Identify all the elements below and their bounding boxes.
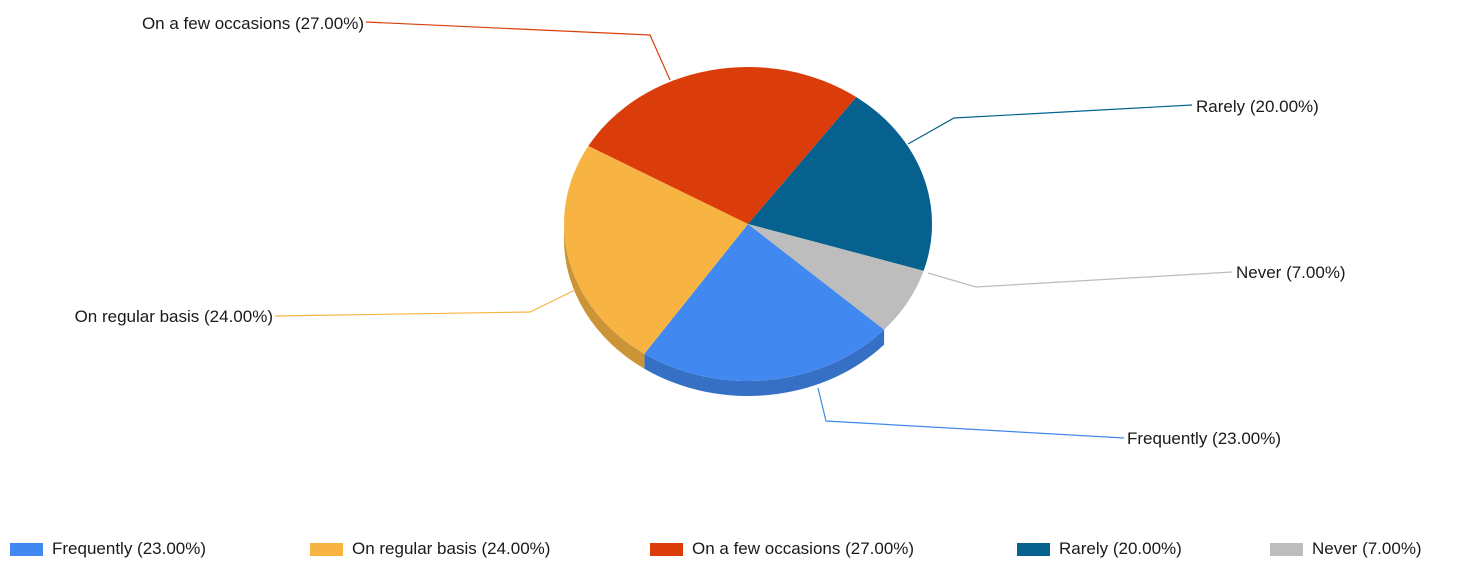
- legend-item-on-a-few-occasions: On a few occasions (27.00%): [650, 536, 914, 562]
- slice-label-frequently: Frequently (23.00%): [1127, 429, 1281, 448]
- legend-swatch: [1017, 542, 1050, 556]
- pie-slice-rarely: [748, 97, 933, 271]
- legend-item-frequently: Frequently (23.00%): [10, 536, 206, 562]
- pie-depth: [564, 224, 885, 397]
- pie-slice-never: [748, 224, 924, 330]
- pie-depth-frequently: [644, 329, 885, 397]
- legend-swatch: [1270, 542, 1303, 556]
- legend-swatch: [310, 542, 343, 556]
- leader-line-frequently: [817, 387, 1125, 439]
- legend-label: On regular basis (24.00%): [352, 539, 551, 558]
- leader-line-on-a-few-occasions: [365, 21, 671, 81]
- leader-line-never: [927, 271, 1233, 288]
- leader-line-on-regular-basis: [274, 289, 576, 317]
- slice-label-on-a-few-occasions: On a few occasions (27.00%): [142, 14, 364, 33]
- legend-item-rarely: Rarely (20.00%): [1017, 536, 1182, 562]
- pie-slices: [564, 67, 933, 382]
- slice-label-on-regular-basis: On regular basis (24.00%): [75, 307, 273, 326]
- leader-lines: [274, 21, 1233, 439]
- legend-swatch: [10, 542, 43, 556]
- pie-depth-on-regular-basis: [564, 224, 645, 369]
- legend-label: On a few occasions (27.00%): [692, 539, 915, 558]
- legend-label: Frequently (23.00%): [52, 539, 207, 558]
- pie-slice-frequently: [644, 224, 885, 382]
- legend-label: Rarely (20.00%): [1059, 539, 1182, 558]
- leader-line-rarely: [907, 104, 1193, 145]
- legend-swatch: [650, 542, 683, 556]
- legend: Frequently (23.00%) On regular basis (24…: [0, 536, 1459, 562]
- pie-slice-on-regular-basis: [564, 145, 748, 354]
- slice-labels: Frequently (23.00%) On regular basis (24.…: [75, 14, 1346, 448]
- legend-label: Never (7.00%): [1312, 539, 1422, 558]
- pie-slice-on-a-few-occasions: [588, 67, 857, 225]
- legend-item-on-regular-basis: On regular basis (24.00%): [310, 536, 550, 562]
- legend-item-never: Never (7.00%): [1270, 536, 1422, 562]
- slice-label-rarely: Rarely (20.00%): [1196, 97, 1319, 116]
- slice-label-never: Never (7.00%): [1236, 263, 1346, 282]
